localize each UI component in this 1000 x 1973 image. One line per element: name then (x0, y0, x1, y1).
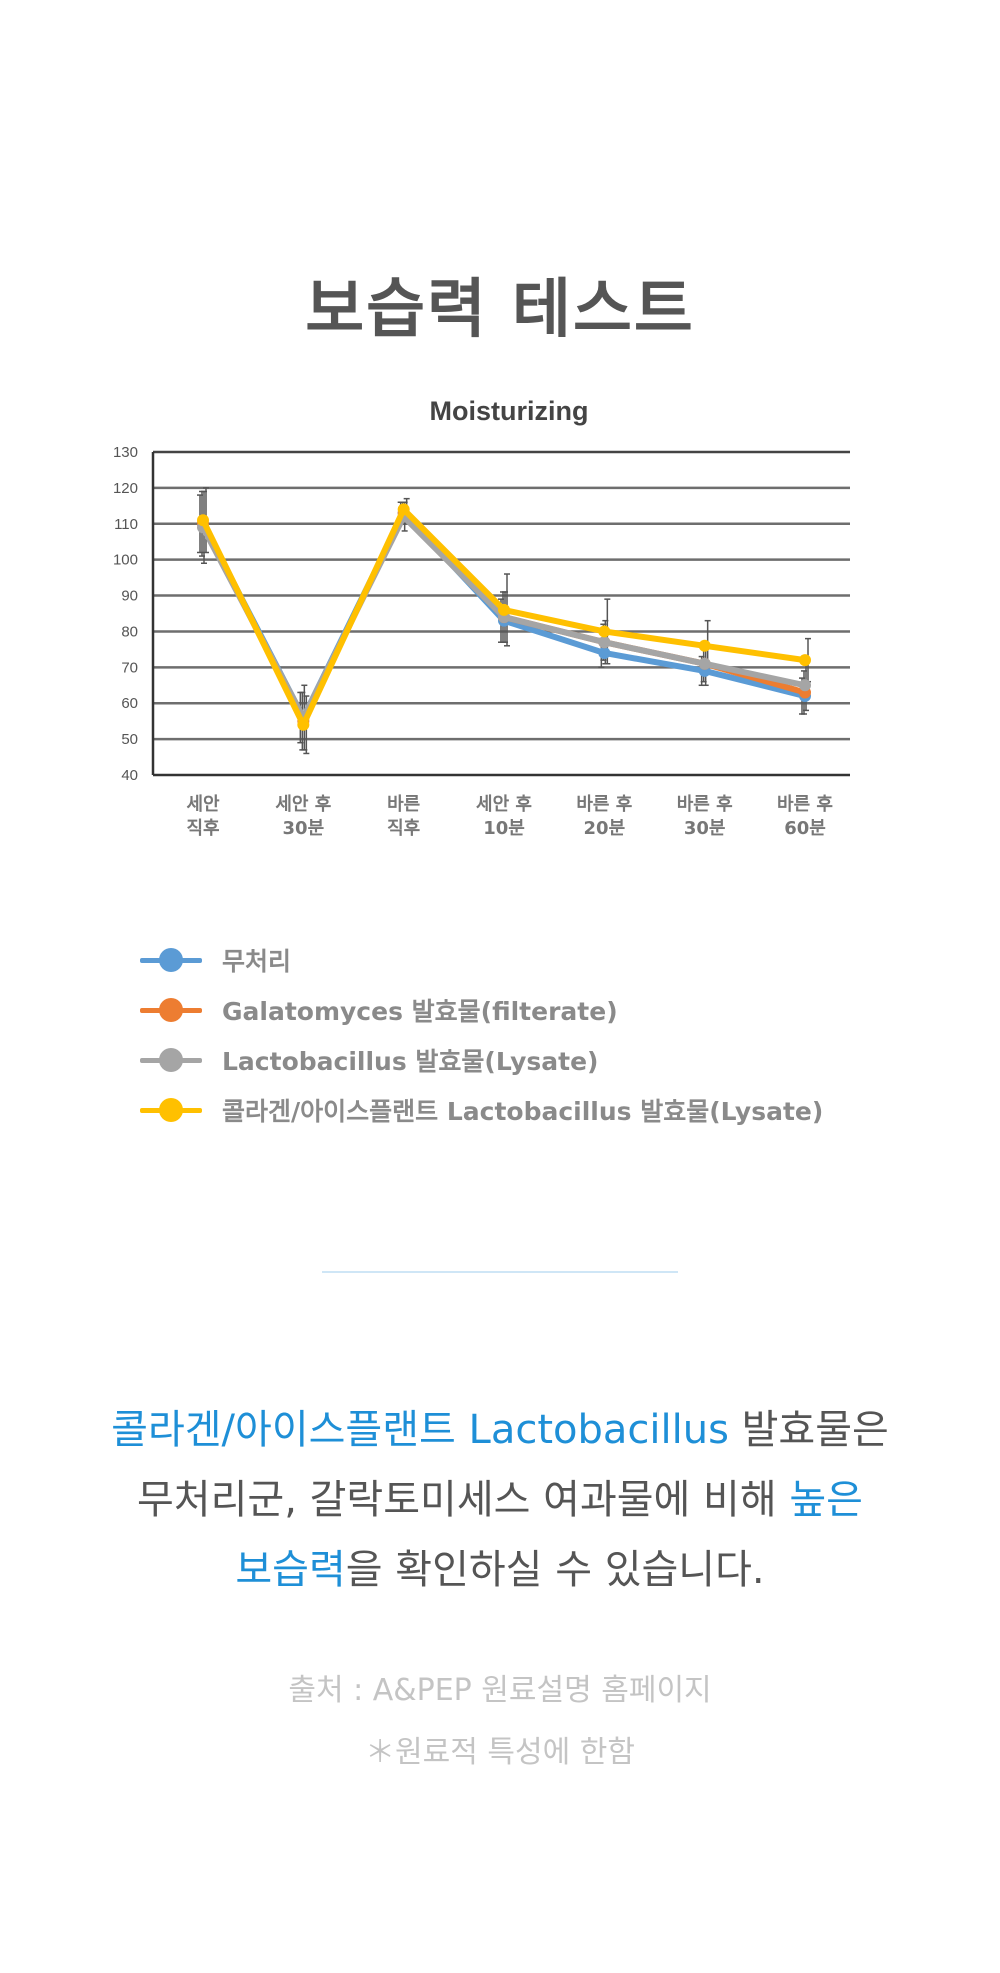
x-tick-label: 바른 후 20분 (576, 794, 632, 839)
description-line-1: 콜라겐/아이스플랜트 Lactobacillus 발효물은 (30, 1395, 970, 1465)
legend-marker-icon (140, 1098, 202, 1122)
x-tick-label-line: 세안 후 (275, 794, 331, 815)
legend-marker-icon (140, 998, 202, 1022)
legend-item-series-1: 무처리 (140, 935, 960, 985)
x-tick-label: 바른 후 60분 (777, 794, 833, 839)
y-axis-ticks: 40 50 60 70 80 90 100 110 120 130 (113, 444, 138, 784)
description-text: 콜라겐/아이스플랜트 Lactobacillus 발효물은 무처리군, 갈락토미… (30, 1395, 970, 1605)
x-tick-label: 세안 후 30분 (275, 794, 331, 839)
legend-label: Lactobacillus 발효물(Lysate) (222, 1047, 599, 1076)
legend-marker-icon (140, 948, 202, 972)
x-tick-label-line: 세안 (186, 794, 220, 815)
data-point (799, 654, 811, 667)
x-tick-label: 세안 후 10분 (476, 794, 532, 839)
data-point (297, 718, 310, 731)
data-point (397, 503, 410, 516)
moisturizing-line-chart: Moisturizing 40 50 60 70 80 90 100 110 120 130 세안… (113, 396, 850, 839)
x-tick-label-line: 바른 후 (576, 794, 632, 815)
y-tick-label: 120 (113, 480, 138, 497)
highlight-text: 높은 (789, 1477, 863, 1523)
y-tick-label: 130 (113, 444, 138, 461)
data-point (799, 679, 811, 692)
highlight-text: 콜라겐/아이스플랜트 Lactobacillus (111, 1407, 729, 1453)
legend-item-series-4: 콜라겐/아이스플랜트 Lactobacillus 발효물(Lysate) (140, 1085, 960, 1135)
y-tick-label: 60 (121, 695, 138, 712)
description-line-2: 무처리군, 갈락토미세스 여과물에 비해 높은 (30, 1465, 970, 1535)
x-tick-label-line: 60분 (784, 818, 826, 839)
plain-text: 을 확인하실 수 있습니다. (345, 1547, 765, 1593)
x-tick-label-line: 바른 후 (777, 794, 833, 815)
section-divider (322, 1271, 678, 1273)
x-tick-label-line: 바른 (387, 794, 420, 815)
legend-item-series-3: Lactobacillus 발효물(Lysate) (140, 1035, 960, 1085)
chart-axes (151, 452, 850, 777)
legend-label: 콜라겐/아이스플랜트 Lactobacillus 발효물(Lysate) (222, 1097, 824, 1126)
highlight-text: 보습력 (235, 1547, 346, 1593)
data-point (698, 639, 711, 652)
chart-legend: 무처리 Galatomyces 발효물(filterate) Lactobaci… (140, 935, 960, 1135)
y-tick-label: 70 (121, 659, 138, 676)
data-point (197, 514, 209, 527)
source-text: 출처 : A&PEP 원료설명 홈페이지 (288, 1673, 712, 1708)
x-tick-label-line: 30분 (684, 818, 726, 839)
y-tick-label: 40 (121, 767, 138, 784)
x-tick-label-line: 바른 후 (677, 794, 733, 815)
plain-text: 발효물은 (728, 1407, 889, 1453)
source-footer: 출처 : A&PEP 원료설명 홈페이지 ＊원료적 특성에 한함 (0, 1660, 1000, 1784)
data-point (598, 625, 611, 638)
x-tick-label: 바른 후 30분 (677, 794, 733, 839)
x-tick-label-line: 직후 (186, 818, 219, 839)
data-point (498, 603, 510, 616)
y-tick-label: 50 (121, 731, 138, 748)
chart-title: Moisturizing (430, 396, 589, 426)
data-point (698, 657, 711, 670)
chart-series (197, 503, 811, 731)
x-tick-label-line: 20분 (584, 818, 626, 839)
series-4 (197, 503, 811, 731)
description-line-3: 보습력을 확인하실 수 있습니다. (30, 1535, 970, 1605)
page-title: 보습력 테스트 (305, 273, 695, 347)
x-tick-label-line: 직후 (387, 818, 420, 839)
legend-label: Galatomyces 발효물(filterate) (222, 997, 618, 1026)
plain-text: 무처리군, 갈락토미세스 여과물에 비해 (137, 1477, 790, 1523)
legend-label: 무처리 (222, 947, 292, 976)
x-tick-label-line: 30분 (283, 818, 325, 839)
legend-marker-icon (140, 1048, 202, 1072)
data-point (598, 636, 611, 649)
y-tick-label: 90 (121, 588, 138, 605)
y-tick-label: 80 (121, 623, 138, 640)
note-text: ＊원료적 특성에 한함 (365, 1735, 635, 1770)
y-tick-label: 110 (114, 516, 138, 533)
x-tick-label-line: 세안 후 (476, 794, 532, 815)
x-tick-label-line: 10분 (483, 818, 525, 839)
chart-gridlines (153, 450, 850, 741)
legend-item-series-2: Galatomyces 발효물(filterate) (140, 985, 960, 1035)
y-tick-label: 100 (113, 552, 138, 569)
data-point (598, 646, 611, 659)
